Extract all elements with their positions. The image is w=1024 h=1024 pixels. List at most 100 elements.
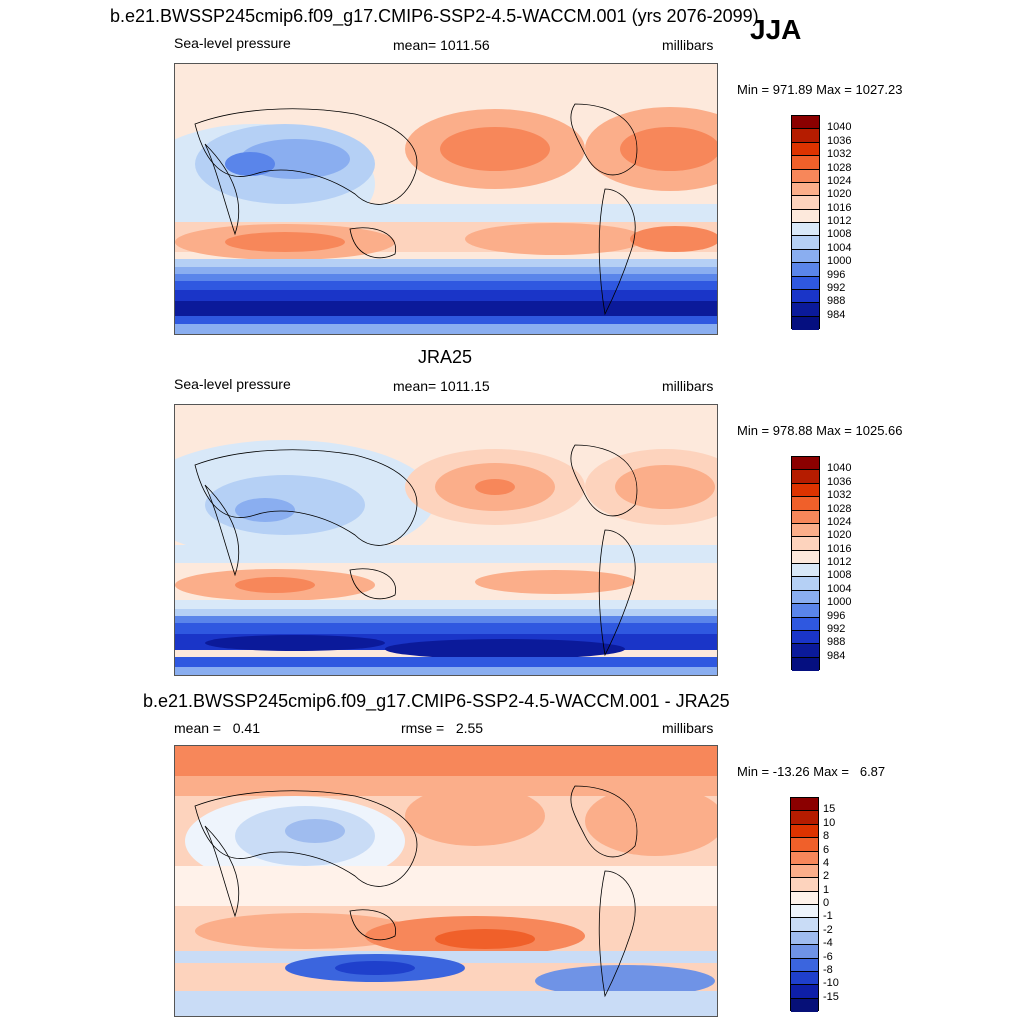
panel-3-mean-label: mean = 0.41	[174, 720, 261, 736]
colorbar-tick-label: 996	[827, 268, 846, 281]
colorbar-swatch	[791, 838, 818, 852]
colorbar-tick-label: 988	[827, 295, 846, 308]
colorbar-swatch	[791, 998, 818, 1012]
colorbar-tick-label: 1016	[827, 201, 852, 214]
colorbar-swatch	[791, 945, 818, 959]
colorbar-swatch	[792, 182, 819, 197]
colorbar-swatch	[791, 958, 818, 972]
colorbar-tick-label: 1024	[827, 174, 852, 187]
panel-3-title: b.e21.BWSSP245cmip6.f09_g17.CMIP6-SSP2-4…	[143, 691, 730, 711]
panel-2-mean-label: mean= 1011.15	[393, 378, 490, 394]
colorbar-tick-label: 2	[823, 870, 830, 883]
panel-3-units-label: millibars	[662, 720, 714, 736]
colorbar-swatch	[791, 878, 818, 892]
colorbar-tick-label: 996	[827, 609, 846, 622]
colorbar-swatch	[792, 550, 819, 564]
colorbar-swatch	[791, 918, 818, 932]
colorbar-tick-label: 1040	[827, 121, 852, 134]
colorbar-swatch	[792, 577, 819, 591]
colorbar-swatch	[791, 824, 818, 839]
colorbar-swatch	[792, 457, 819, 471]
colorbar-swatch	[792, 249, 819, 264]
colorbar-swatch	[792, 590, 819, 605]
season-label: JJA	[750, 14, 802, 45]
colorbar-tick-label: 1000	[827, 596, 852, 609]
colorbar-tick-label: 1028	[827, 502, 852, 515]
colorbar-swatch	[792, 316, 819, 330]
colorbar-swatch	[791, 891, 818, 905]
colorbar-tick-label: 0	[823, 897, 830, 909]
colorbar-tick-label: 1028	[827, 161, 852, 174]
colorbar-swatch	[791, 811, 818, 825]
colorbar-swatch	[792, 564, 819, 578]
panel-2-map	[174, 404, 718, 676]
colorbar-tick-label: 984	[827, 308, 846, 321]
colorbar-swatch	[792, 497, 819, 511]
colorbar-swatch	[792, 510, 819, 524]
panel-2-map-field	[175, 405, 717, 675]
panel-3-rmse-label: rmse = 2.55	[401, 720, 484, 736]
colorbar-tick-label: -8	[823, 963, 833, 976]
colorbar-swatch	[792, 129, 819, 143]
colorbar-tick-label: -4	[823, 937, 833, 950]
colorbar-tick-label: 992	[827, 622, 846, 635]
colorbar-tick-label: 1032	[827, 148, 852, 161]
panel-3-map	[174, 745, 718, 1017]
colorbar-swatch	[792, 276, 819, 290]
colorbar-swatch	[792, 116, 819, 130]
colorbar-swatch	[792, 169, 819, 183]
colorbar-swatch	[792, 303, 819, 317]
colorbar-tick-label: 992	[827, 281, 846, 294]
panel-1-minmax: Min = 971.89 Max = 1027.23	[737, 82, 903, 97]
colorbar-tick-label: 988	[827, 636, 846, 649]
colorbar-tick-label: 1012	[827, 215, 852, 227]
colorbar-tick-label: 1004	[827, 241, 852, 254]
colorbar-tick-label: 1000	[827, 255, 852, 268]
colorbar-tick-label: 1040	[827, 462, 852, 475]
colorbar-swatch	[792, 604, 819, 618]
colorbar-tick-label: 10	[823, 816, 836, 829]
colorbar-swatch	[792, 630, 819, 645]
colorbar-swatch	[792, 483, 819, 498]
colorbar-tick-label: -10	[823, 977, 839, 990]
colorbar-swatch	[792, 523, 819, 538]
colorbar-swatch	[792, 156, 819, 170]
colorbar-tick-label: 984	[827, 649, 846, 662]
colorbar-swatch	[792, 537, 819, 551]
colorbar-tick-label: 1020	[827, 188, 852, 201]
colorbar-tick-label: 1004	[827, 582, 852, 595]
colorbar-tick-label: 1008	[827, 569, 852, 582]
colorbar-tick-label: 6	[823, 843, 830, 856]
colorbar-swatch	[792, 196, 819, 210]
colorbar-swatch	[792, 209, 819, 223]
panel-2-title: JRA25	[418, 347, 473, 367]
panel-1-map-field	[175, 64, 717, 334]
colorbar-swatch	[792, 644, 819, 658]
colorbar-swatch	[792, 142, 819, 157]
colorbar-tick-label: -1	[823, 910, 833, 923]
colorbar-tick-label: 1036	[827, 475, 852, 488]
colorbar-tick-label: 1036	[827, 134, 852, 147]
panel-3-minmax: Min = -13.26 Max = 6.87	[737, 764, 886, 779]
panel-2-colorbar	[791, 456, 820, 671]
colorbar-tick-label: 1016	[827, 542, 852, 555]
colorbar-tick-label: 1020	[827, 529, 852, 542]
colorbar-tick-label: 1024	[827, 515, 852, 528]
colorbar-swatch	[791, 905, 818, 919]
colorbar-tick-label: 4	[823, 856, 830, 869]
colorbar-swatch	[791, 798, 818, 812]
panel-3-map-field	[175, 746, 717, 1016]
colorbar-swatch	[792, 223, 819, 237]
colorbar-tick-label: -2	[823, 923, 833, 936]
panel-1-units-label: millibars	[662, 37, 714, 53]
colorbar-swatch	[791, 931, 818, 946]
panel-1-map	[174, 63, 718, 335]
panel-2-units-label: millibars	[662, 378, 714, 394]
panel-2-variable-label: Sea-level pressure	[174, 376, 291, 392]
panel-1-colorbar	[791, 115, 820, 330]
colorbar-swatch	[791, 985, 818, 999]
colorbar-swatch	[792, 263, 819, 277]
colorbar-tick-label: 1012	[827, 556, 852, 568]
colorbar-tick-label: 1008	[827, 228, 852, 241]
panel-1-variable-label: Sea-level pressure	[174, 35, 291, 51]
